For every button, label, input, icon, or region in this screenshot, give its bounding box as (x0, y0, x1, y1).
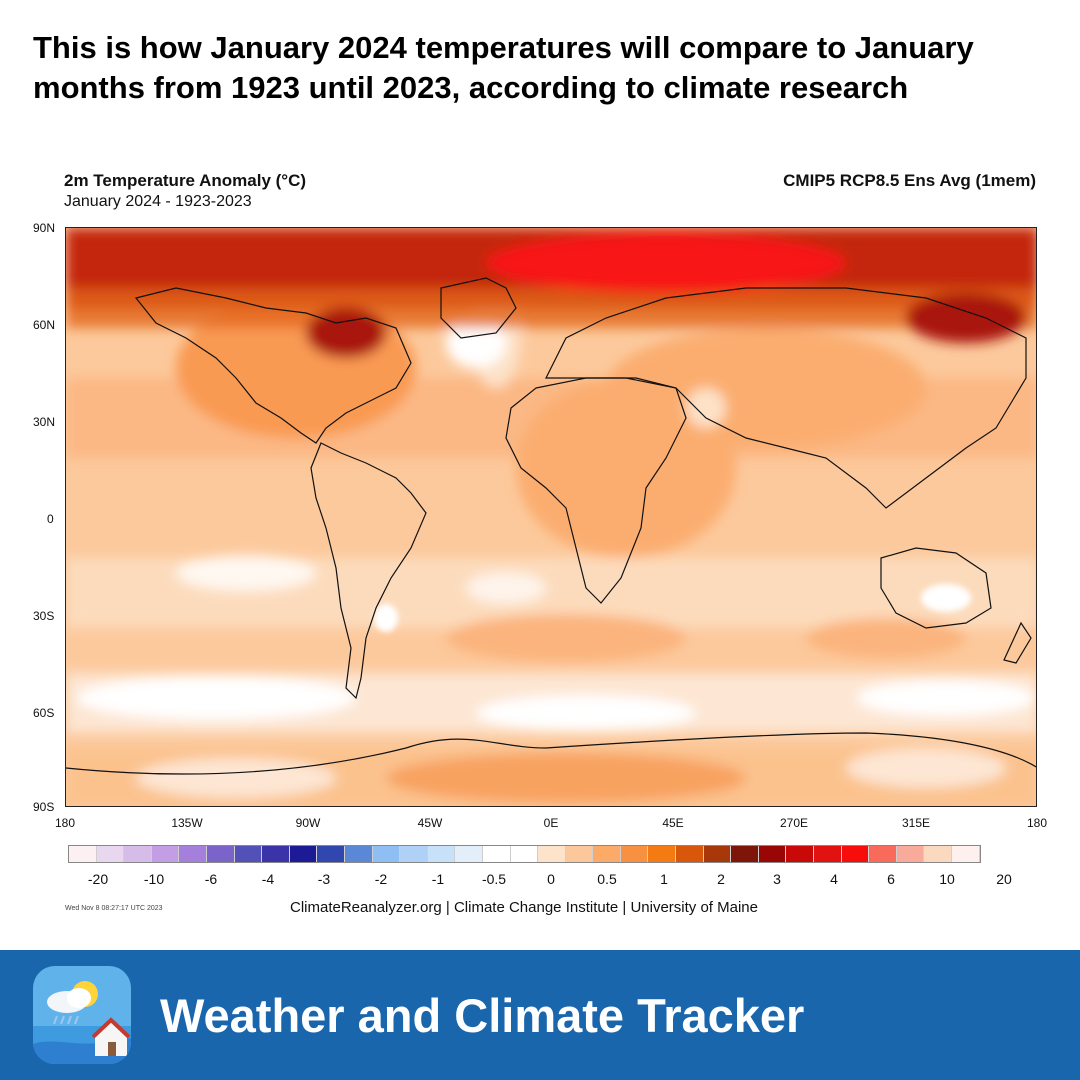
weather-app-icon[interactable] (33, 966, 131, 1064)
colorbar-label: -2 (374, 871, 388, 887)
colorbar-swatch (151, 846, 180, 862)
brand-name: Weather and Climate Tracker (160, 989, 805, 1042)
colorbar-label: 10 (939, 871, 955, 887)
colorbar-swatch (372, 846, 401, 862)
colorbar-swatch (620, 846, 649, 862)
colorbar-label: -3 (317, 871, 331, 887)
colorbar-swatch (455, 846, 483, 862)
colorbar-label: -1 (431, 871, 445, 887)
colorbar-label: 1 (660, 871, 668, 887)
colorbar-swatch (869, 846, 897, 862)
lon-label: 270E (779, 816, 809, 830)
lon-label: 180 (54, 816, 76, 830)
colorbar-swatch (538, 846, 566, 862)
lon-label: 0E (543, 816, 559, 830)
colorbar-swatch (896, 846, 925, 862)
lat-label: 90S (33, 800, 55, 814)
brand-banner: Weather and Climate Tracker (0, 950, 1080, 1080)
colorbar-swatch (400, 846, 428, 862)
colorbar-swatch (262, 846, 290, 862)
map-model-label: CMIP5 RCP8.5 Ens Avg (1mem) (783, 171, 1036, 190)
lat-label: 90N (33, 221, 56, 235)
colorbar-swatch (234, 846, 263, 862)
colorbar-swatch (482, 846, 511, 862)
colorbar-label: 20 (996, 871, 1012, 887)
colorbar-label: 2 (717, 871, 725, 887)
lon-label: 45E (662, 816, 684, 830)
colorbar-swatch (952, 846, 980, 862)
colorbar-swatch (703, 846, 732, 862)
lon-label: 45W (417, 816, 443, 830)
colorbar-label: -20 (87, 871, 109, 887)
lon-label: 135W (171, 816, 203, 830)
colorbar-label: -4 (261, 871, 275, 887)
colorbar-label: 0.5 (597, 871, 617, 887)
colorbar-swatch (758, 846, 787, 862)
colorbar-swatch (814, 846, 842, 862)
colorbar-swatch (676, 846, 704, 862)
lat-label: 60S (33, 706, 55, 720)
headline: This is how January 2024 temperatures wi… (33, 30, 974, 105)
lat-label: 30S (33, 609, 55, 623)
colorbar-swatch (648, 846, 677, 862)
lat-label: 0 (47, 512, 54, 526)
lon-label: 90W (295, 816, 321, 830)
colorbar-swatch (565, 846, 594, 862)
map-subtitle: January 2024 - 1923-2023 (64, 193, 252, 210)
colorbar-label: -0.5 (481, 871, 507, 887)
colorbar-swatch (510, 846, 539, 862)
colorbar-swatch (593, 846, 621, 862)
colorbar-swatch (427, 846, 456, 862)
colorbar-swatch (96, 846, 125, 862)
lon-label: 180 (1026, 816, 1048, 830)
colorbar-swatch (786, 846, 815, 862)
credit-line: ClimateReanalyzer.org | Climate Change I… (290, 899, 758, 916)
colorbar-swatch (344, 846, 373, 862)
map-title: 2m Temperature Anomaly (°C) (64, 171, 307, 190)
colorbar-swatch (69, 846, 97, 862)
colorbar-label: -6 (204, 871, 218, 887)
colorbar-label: -10 (143, 871, 165, 887)
lat-label: 30N (33, 415, 56, 429)
colorbar-swatch (289, 846, 318, 862)
colorbar-swatch (924, 846, 952, 862)
lon-label: 315E (901, 816, 931, 830)
colorbar-swatch (731, 846, 759, 862)
colorbar-swatch (841, 846, 870, 862)
colorbar-label: 0 (547, 871, 555, 887)
timestamp: Wed Nov 8 08:27:17 UTC 2023 (65, 905, 163, 912)
colorbar-label: 4 (830, 871, 838, 887)
colorbar-swatch (317, 846, 345, 862)
colorbar-label: 6 (887, 871, 895, 887)
colorbar-label: 3 (773, 871, 781, 887)
colorbar-swatch (206, 846, 235, 862)
color-scale-bar (68, 845, 981, 863)
lat-label: 60N (33, 318, 56, 332)
colorbar-swatch (179, 846, 207, 862)
temperature-anomaly-map (65, 227, 1037, 807)
colorbar-swatch (124, 846, 152, 862)
